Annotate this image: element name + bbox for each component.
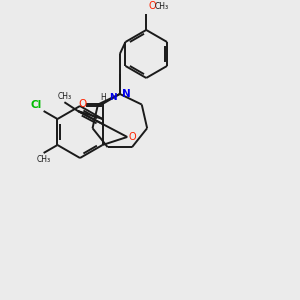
Text: H: H — [100, 94, 106, 103]
Text: CH₃: CH₃ — [37, 155, 51, 164]
Text: N: N — [109, 94, 117, 103]
Text: Cl: Cl — [30, 100, 42, 110]
Text: O: O — [78, 99, 87, 109]
Text: CH₃: CH₃ — [57, 92, 71, 101]
Text: O: O — [148, 1, 156, 11]
Text: CH₃: CH₃ — [154, 2, 168, 11]
Text: O: O — [128, 132, 136, 142]
Text: N: N — [122, 89, 130, 99]
